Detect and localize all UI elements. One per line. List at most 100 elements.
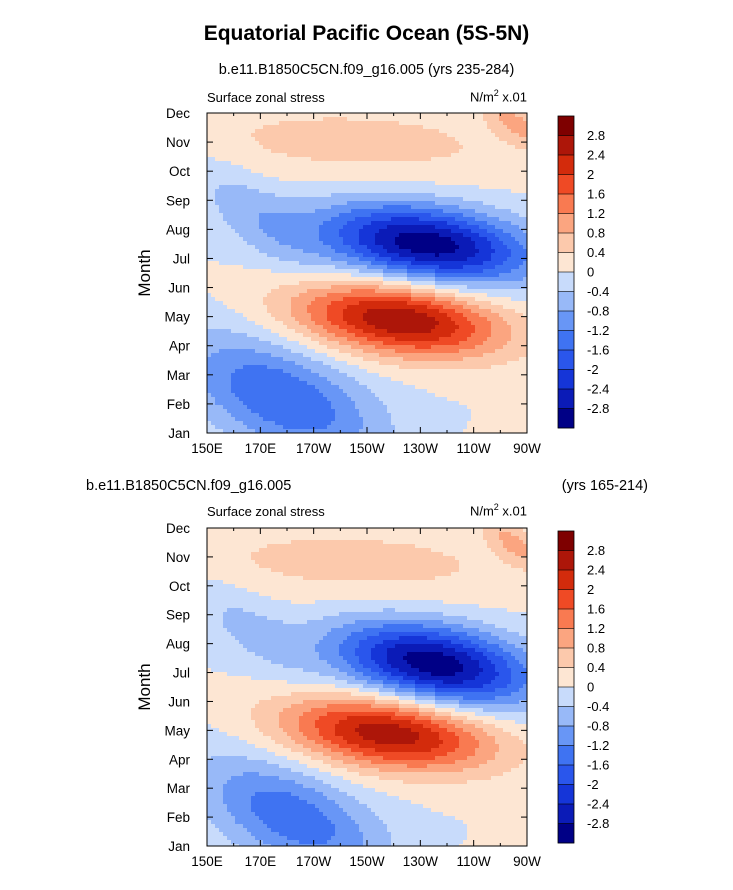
contour-cell: [207, 229, 212, 234]
contour-cell: [427, 149, 432, 154]
contour-cell: [299, 241, 304, 246]
contour-cell: [459, 309, 464, 314]
contour-cell: [295, 185, 300, 190]
contour-cell: [459, 225, 464, 230]
contour-cell: [311, 189, 316, 194]
contour-cell: [231, 121, 236, 126]
contour-cell: [231, 145, 236, 150]
contour-cell: [355, 217, 360, 222]
contour-cell: [451, 185, 456, 190]
contour-cell: [347, 161, 352, 166]
contour-cell: [419, 137, 424, 142]
contour-cell: [359, 321, 364, 326]
contour-cell: [495, 209, 500, 214]
contour-cell: [495, 285, 500, 290]
contour-cell: [291, 273, 296, 278]
contour-cell: [387, 169, 392, 174]
contour-cell: [399, 165, 404, 170]
contour-cell: [419, 165, 424, 170]
contour-cell: [387, 153, 392, 158]
contour-cell: [227, 225, 232, 230]
contour-cell: [395, 277, 400, 282]
contour-cell: [435, 321, 440, 326]
contour-cell: [231, 349, 236, 354]
contour-cell: [391, 213, 396, 218]
contour-cell: [263, 281, 268, 286]
contour-cell: [251, 145, 256, 150]
contour-cell: [439, 273, 444, 278]
contour-cell: [495, 245, 500, 250]
contour-cell: [291, 125, 296, 130]
contour-cell: [207, 317, 212, 322]
contour-cell: [463, 217, 468, 222]
contour-cell: [471, 301, 476, 306]
contour-cell: [243, 197, 248, 202]
contour-cell: [307, 169, 312, 174]
contour-cell: [395, 253, 400, 258]
contour-cell: [451, 293, 456, 298]
contour-cell: [463, 329, 468, 334]
contour-cell: [467, 121, 472, 126]
contour-cell: [271, 305, 276, 310]
contour-cell: [227, 181, 232, 186]
contour-cell: [283, 309, 288, 314]
contour-cell: [307, 153, 312, 158]
contour-cell: [399, 181, 404, 186]
contour-cell: [471, 125, 476, 130]
contour-cell: [455, 297, 460, 302]
contour-cell: [499, 209, 504, 214]
contour-cell: [507, 221, 512, 226]
contour-cell: [503, 205, 508, 210]
panel2-units-suffix: x.01: [498, 503, 527, 519]
contour-cell: [263, 209, 268, 214]
contour-cell: [371, 201, 376, 206]
contour-cell: [259, 217, 264, 222]
contour-cell: [319, 197, 324, 202]
contour-cell: [467, 209, 472, 214]
contour-cell: [247, 269, 252, 274]
contour-cell: [431, 181, 436, 186]
contour-cell: [207, 249, 212, 254]
contour-cell: [227, 297, 232, 302]
contour-cell: [399, 217, 404, 222]
contour-cell: [267, 233, 272, 238]
contour-cell: [375, 269, 380, 274]
contour-cell: [487, 241, 492, 246]
contour-cell: [375, 169, 380, 174]
contour-cell: [439, 213, 444, 218]
contour-cell: [267, 345, 272, 350]
contour-cell: [235, 201, 240, 206]
contour-cell: [331, 285, 336, 290]
contour-cell: [379, 201, 384, 206]
contour-cell: [419, 325, 424, 330]
contour-cell: [311, 241, 316, 246]
contour-cell: [331, 297, 336, 302]
contour-cell: [431, 277, 436, 282]
contour-cell: [351, 257, 356, 262]
contour-cell: [251, 237, 256, 242]
contour-cell: [315, 353, 320, 358]
contour-cell: [307, 301, 312, 306]
contour-cell: [331, 253, 336, 258]
contour-cell: [251, 309, 256, 314]
contour-cell: [251, 225, 256, 230]
contour-cell: [399, 257, 404, 262]
contour-cell: [399, 317, 404, 322]
contour-cell: [471, 245, 476, 250]
contour-cell: [299, 125, 304, 130]
contour-cell: [215, 305, 220, 310]
contour-cell: [231, 225, 236, 230]
contour-cell: [495, 309, 500, 314]
contour-cell: [299, 313, 304, 318]
contour-cell: [271, 329, 276, 334]
contour-cell: [279, 329, 284, 334]
contour-cell: [275, 185, 280, 190]
contour-cell: [267, 165, 272, 170]
contour-cell: [419, 125, 424, 130]
contour-cell: [219, 261, 224, 266]
contour-cell: [251, 281, 256, 286]
contour-cell: [303, 305, 308, 310]
contour-cell: [351, 229, 356, 234]
contour-cell: [511, 201, 516, 206]
contour-cell: [423, 133, 428, 138]
